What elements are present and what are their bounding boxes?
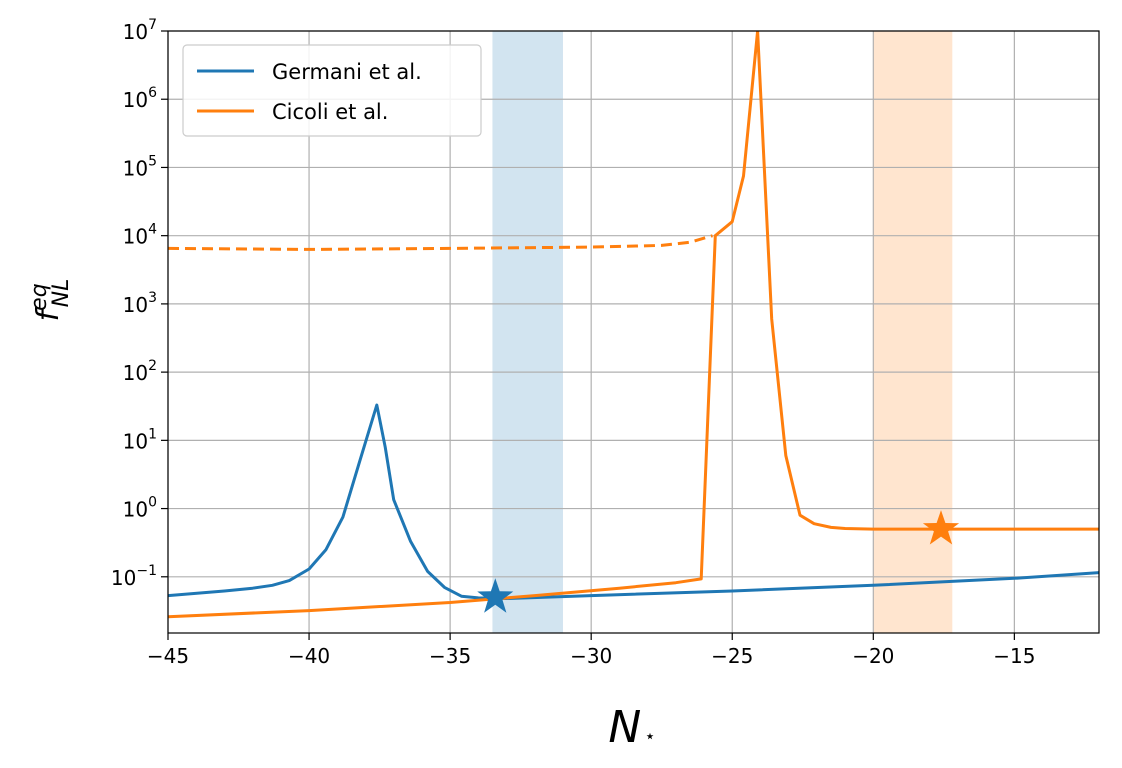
x-tick-label-1: −40 (288, 644, 330, 668)
star-marker-0 (477, 578, 514, 613)
x-tick-label-6: −15 (993, 644, 1035, 668)
grid-lines (167, 30, 1099, 633)
y-axis-label-sup: eq (27, 283, 52, 311)
y-tick-label-8: 107 (123, 17, 157, 44)
shaded-bands (492, 31, 953, 633)
plot-frame (167, 30, 1100, 634)
y-axis-label-sub: NL (49, 279, 74, 308)
x-tick-label-3: −30 (570, 644, 612, 668)
y-axis-label: feqNL (27, 279, 74, 322)
y-tick-label-6: 105 (123, 153, 157, 180)
y-tick-label-2: 101 (123, 426, 157, 453)
star-marker-1 (922, 510, 960, 545)
x-tick-label-0: −45 (147, 644, 189, 668)
series-line-2 (168, 234, 713, 251)
y-tick-label-1: 100 (123, 495, 157, 522)
series-line-1 (168, 31, 1099, 619)
x-tick-label-2: −35 (429, 644, 471, 668)
x-axis-label-sub: ⋆ (644, 726, 655, 747)
x-tick-label-5: −20 (852, 644, 894, 668)
x-axis-ticks: −45 −40 −35 −30 −25 −20 −15 (147, 633, 1035, 668)
shaded-band-0 (492, 31, 563, 633)
y-tick-label-5: 104 (123, 222, 157, 249)
y-tick-label-0: 10−1 (111, 563, 157, 590)
legend-label-germani: Germani et al. (272, 60, 422, 84)
series-lines (168, 31, 1099, 619)
x-axis-label-main: N (608, 702, 641, 753)
series-line-0 (168, 403, 1099, 600)
legend-box (182, 44, 482, 137)
star-markers (477, 510, 960, 613)
y-tick-label-3: 102 (123, 358, 157, 385)
legend: Germani et al. Cicoli et al. (182, 44, 482, 137)
legend-label-cicoli: Cicoli et al. (272, 100, 388, 124)
y-tick-label-7: 106 (123, 85, 157, 112)
x-axis-label: N ⋆ (608, 702, 655, 753)
x-tick-label-4: −25 (711, 644, 753, 668)
y-axis-ticks: 10−1 100 101 102 103 104 105 106 107 (111, 17, 168, 590)
shaded-band-1 (873, 31, 953, 633)
y-tick-label-4: 103 (123, 290, 157, 317)
